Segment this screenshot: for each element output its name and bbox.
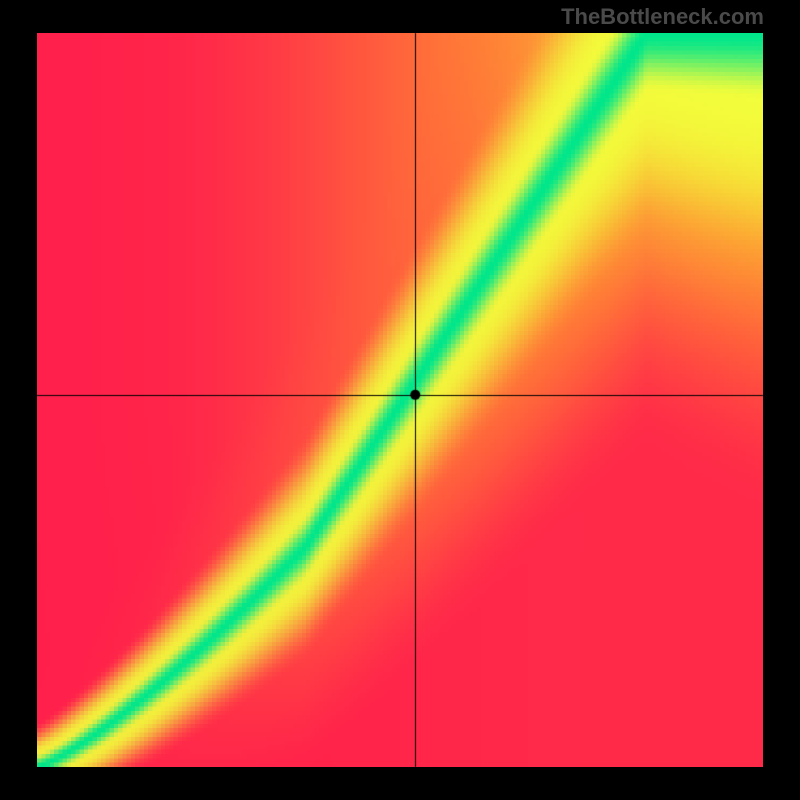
watermark-text: TheBottleneck.com [561,4,764,30]
chart-container: TheBottleneck.com [0,0,800,800]
bottleneck-heatmap [37,33,763,767]
